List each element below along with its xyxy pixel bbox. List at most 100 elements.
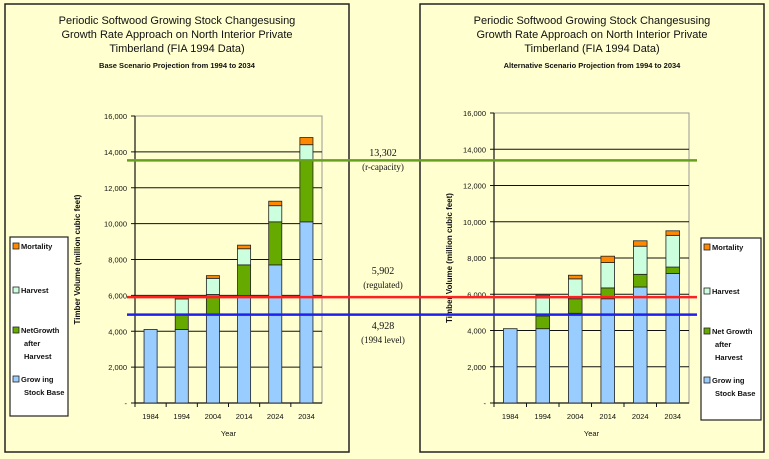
x-tick-label: 2024 — [267, 412, 284, 421]
y-tick-label: 14,000 — [463, 145, 486, 154]
bar-segment-harvest — [205, 277, 220, 295]
chart-subtitle: Alternative Scenario Projection from 199… — [504, 61, 682, 70]
bar-segment-mortality — [633, 240, 648, 247]
y-tick-label: 4,000 — [467, 327, 486, 336]
legend-label: after — [715, 340, 731, 349]
bar-segment-harvest — [600, 262, 615, 289]
reference-line-note: (r-capacity) — [362, 162, 404, 172]
y-axis-label: Timber Volume (million cubic feet) — [445, 193, 454, 323]
legend-label: after — [24, 339, 40, 348]
bar-segment-netgrowth-after-harvest — [237, 264, 252, 296]
y-tick-label: 6,000 — [108, 291, 127, 300]
legend-label: NetGrowth — [21, 326, 60, 335]
y-tick-label: 10,000 — [463, 218, 486, 227]
bar-segment-net-growth-after-harvest — [633, 273, 648, 288]
y-tick-label: 2,000 — [108, 363, 127, 372]
y-tick-label: 12,000 — [104, 184, 127, 193]
bar-segment-net-growth-after-harvest — [568, 298, 583, 314]
bar-segment-growing-stock-base — [143, 329, 158, 404]
legend-label: Harvest — [712, 287, 740, 296]
bar-segment-growing-stock-base — [299, 221, 314, 404]
y-tick-label: 14,000 — [104, 148, 127, 157]
bar-segment-mortality — [205, 275, 220, 279]
bar-segment-growing-stock-base — [665, 273, 680, 404]
bar-segment-net-growth-after-harvest — [535, 315, 550, 330]
legend-label: Harvest — [715, 353, 743, 362]
bar-segment-net-growth-after-harvest — [665, 266, 680, 274]
y-tick-label: 16,000 — [104, 112, 127, 121]
x-tick-label: 2014 — [599, 412, 616, 421]
chart-title-line: Growth Rate Approach on North Interior P… — [476, 29, 707, 41]
x-tick-label: 2024 — [632, 412, 649, 421]
legend-label: Harvest — [24, 352, 52, 361]
chart-title-line: Timberland (FIA 1994 Data) — [109, 43, 244, 55]
legend — [9, 236, 69, 417]
bar-segment-mortality — [237, 244, 252, 250]
x-tick-label: 2014 — [236, 412, 253, 421]
bar-segment-harvest — [174, 298, 189, 316]
bar-segment-mortality — [665, 230, 680, 236]
reference-line-value: 4,928 — [372, 321, 395, 332]
base-scenario-chart: Periodic Softwood Growing Stock Changesu… — [4, 3, 350, 453]
bar-segment-harvest — [665, 234, 680, 268]
legend-swatch — [703, 287, 711, 295]
legend-swatch — [703, 243, 711, 251]
bar-segment-growing-stock-base — [503, 328, 518, 404]
bar-segment-harvest — [237, 248, 252, 266]
y-tick-label: 6,000 — [467, 290, 486, 299]
x-tick-label: 2004 — [567, 412, 584, 421]
y-tick-label: - — [484, 399, 487, 408]
y-tick-label: 16,000 — [463, 109, 486, 118]
legend-label: Stock Base — [715, 389, 755, 398]
x-tick-label: 2034 — [298, 412, 315, 421]
legend-label: Mortality — [21, 242, 53, 251]
bar-segment-growing-stock-base — [633, 286, 648, 404]
x-tick-label: 1984 — [502, 412, 519, 421]
bar-segment-mortality — [568, 274, 583, 280]
y-tick-label: 8,000 — [108, 256, 127, 265]
y-tick-label: 4,000 — [108, 327, 127, 336]
legend-label: Mortality — [712, 243, 744, 252]
chart-title-line: Periodic Softwood Growing Stock Changesu… — [474, 15, 711, 27]
reference-line-value: 13,302 — [369, 148, 397, 159]
y-tick-label: 12,000 — [463, 182, 486, 191]
bar-segment-netgrowth-after-harvest — [299, 160, 314, 223]
legend-label: Stock Base — [24, 388, 64, 397]
legend-swatch — [12, 375, 20, 383]
bar-segment-growing-stock-base — [568, 312, 583, 404]
bar-segment-growing-stock-base — [268, 264, 283, 404]
legend-swatch — [703, 327, 711, 335]
legend-label: Net Growth — [712, 327, 753, 336]
legend-label: Grow ing — [712, 376, 745, 385]
y-tick-label: 2,000 — [467, 363, 486, 372]
x-axis-label: Year — [584, 429, 600, 438]
legend-label: Grow ing — [21, 375, 54, 384]
legend — [700, 237, 762, 421]
legend-swatch — [12, 326, 20, 334]
y-tick-label: 8,000 — [467, 254, 486, 263]
bar-segment-growing-stock-base — [205, 313, 220, 404]
bar-segment-mortality — [268, 200, 283, 207]
chart-title-line: Growth Rate Approach on North Interior P… — [61, 29, 292, 41]
alternative-scenario-chart: Periodic Softwood Growing Stock Changesu… — [419, 3, 765, 453]
x-tick-label: 1994 — [534, 412, 551, 421]
reference-line-value: 5,902 — [372, 266, 395, 277]
chart-subtitle: Base Scenario Projection from 1994 to 20… — [99, 61, 256, 70]
x-tick-label: 2004 — [205, 412, 222, 421]
bar-segment-mortality — [299, 137, 314, 146]
bar-segment-growing-stock-base — [174, 329, 189, 404]
x-tick-label: 1994 — [173, 412, 190, 421]
legend-swatch — [12, 242, 20, 250]
y-axis-label: Timber Volume (million cubic feet) — [73, 194, 82, 324]
legend-swatch — [703, 376, 711, 384]
bar-segment-growing-stock-base — [237, 294, 252, 404]
y-tick-label: - — [125, 399, 128, 408]
bar-segment-harvest — [535, 297, 550, 317]
reference-line-note: (1994 level) — [361, 335, 405, 345]
bar-segment-harvest — [268, 205, 283, 223]
legend-label: Harvest — [21, 286, 49, 295]
bar-segment-growing-stock-base — [535, 328, 550, 404]
reference-line-note: (regulated) — [363, 280, 402, 290]
